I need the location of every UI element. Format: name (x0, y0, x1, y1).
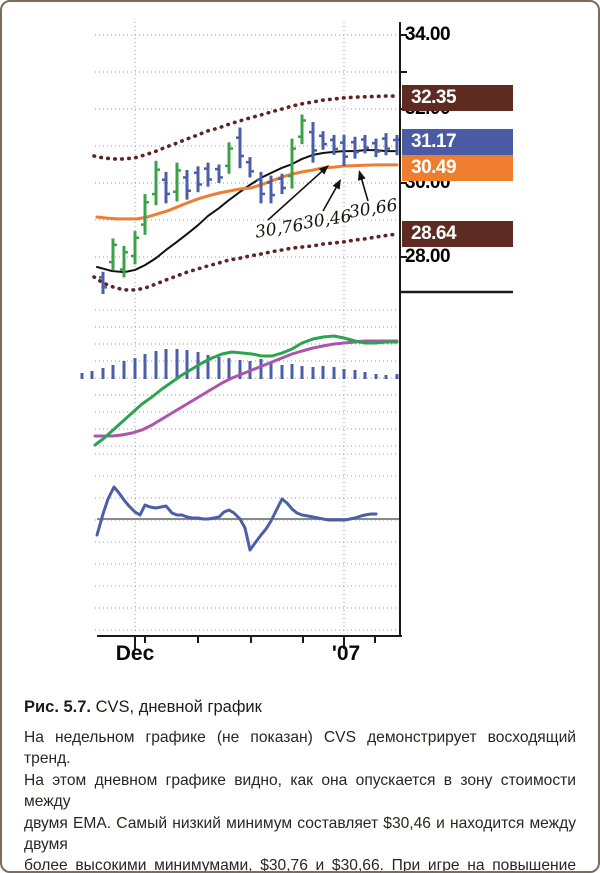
body-text-line: На недельном графике (не показан) CVS де… (24, 729, 576, 768)
ohlc-bar (351, 136, 359, 159)
axes (97, 22, 513, 649)
ohlc-bar (225, 142, 233, 174)
macd-signal-line (93, 339, 399, 438)
ohlc-bar (152, 160, 160, 206)
envelope-lower-line (92, 232, 399, 292)
macd-pane (80, 334, 399, 447)
body-text-line: более высокими минимумами, $30,76 и $30,… (24, 857, 576, 873)
annotation-arrows (267, 165, 369, 221)
annotation-arrow (267, 169, 325, 221)
ohlc-bar (131, 231, 139, 265)
price-flag-upper-channel: 32.35 (402, 85, 513, 111)
price-bars (99, 114, 401, 294)
ohlc-bar (288, 138, 296, 189)
price-flag-last-close: 31.17 (402, 129, 513, 155)
ohlc-bar (267, 175, 275, 204)
ohlc-bar (361, 134, 369, 154)
ohlc-bar (194, 166, 202, 193)
figure-body-text: На недельном графике (не показан) CVS де… (24, 727, 576, 873)
annotation-arrow (322, 184, 339, 212)
y-axis-label-34: 34.00 (405, 24, 451, 45)
price-chart: 34.00 32.00 30.00 28.00 32.35 31.17 30.4… (2, 2, 598, 694)
ohlc-bar (183, 170, 191, 200)
x-axis-label-dec: Dec (115, 642, 155, 665)
body-text-line: двумя EMA. Самый низкий минимум составля… (24, 814, 576, 854)
ohlc-bar (298, 114, 306, 145)
figure-caption-text: CVS, дневной график (91, 698, 262, 716)
body-text-line: На этом дневном графике видно, как она о… (24, 771, 576, 811)
ohlc-bar (162, 171, 170, 204)
ohlc-bar (99, 271, 107, 294)
ohlc-bar (382, 133, 390, 156)
annotation-arrowhead (318, 165, 329, 175)
figure-caption: Рис. 5.7. CVS, дневной график (24, 698, 598, 717)
y-axis-label-28: 28.00 (405, 246, 451, 267)
ohlc-bar (120, 245, 128, 278)
ohlc-bar (257, 171, 265, 204)
figure-caption-number: Рис. 5.7. (24, 698, 92, 716)
ohlc-bar (236, 127, 244, 169)
envelope-channel (92, 94, 399, 292)
price-flag-slow-ema: 30.49 (402, 155, 513, 181)
ohlc-bar (330, 134, 338, 155)
annotation-arrowhead (357, 170, 366, 181)
ema-fast-line (96, 149, 398, 274)
annotation-arrowhead (332, 179, 341, 190)
ohlc-bar (204, 162, 212, 187)
ohlc-bar (246, 157, 254, 178)
x-axis-label-07: '07 (331, 642, 361, 665)
ohlc-bar (372, 138, 380, 158)
force-index-pane (95, 485, 400, 552)
ohlc-bar (141, 194, 149, 235)
annotation-arrow (360, 176, 369, 202)
ohlc-bar (173, 162, 181, 202)
ohlc-bar (319, 131, 327, 150)
price-flag-lower-channel: 28.64 (402, 221, 513, 247)
envelope-upper-line (92, 94, 399, 161)
ohlc-bar (215, 164, 223, 183)
ohlc-bar (309, 121, 317, 163)
ohlc-bar (278, 173, 286, 195)
macd-line (93, 334, 399, 447)
ohlc-bar (340, 134, 348, 166)
force-index-line (95, 485, 378, 552)
ohlc-bar (109, 238, 117, 270)
